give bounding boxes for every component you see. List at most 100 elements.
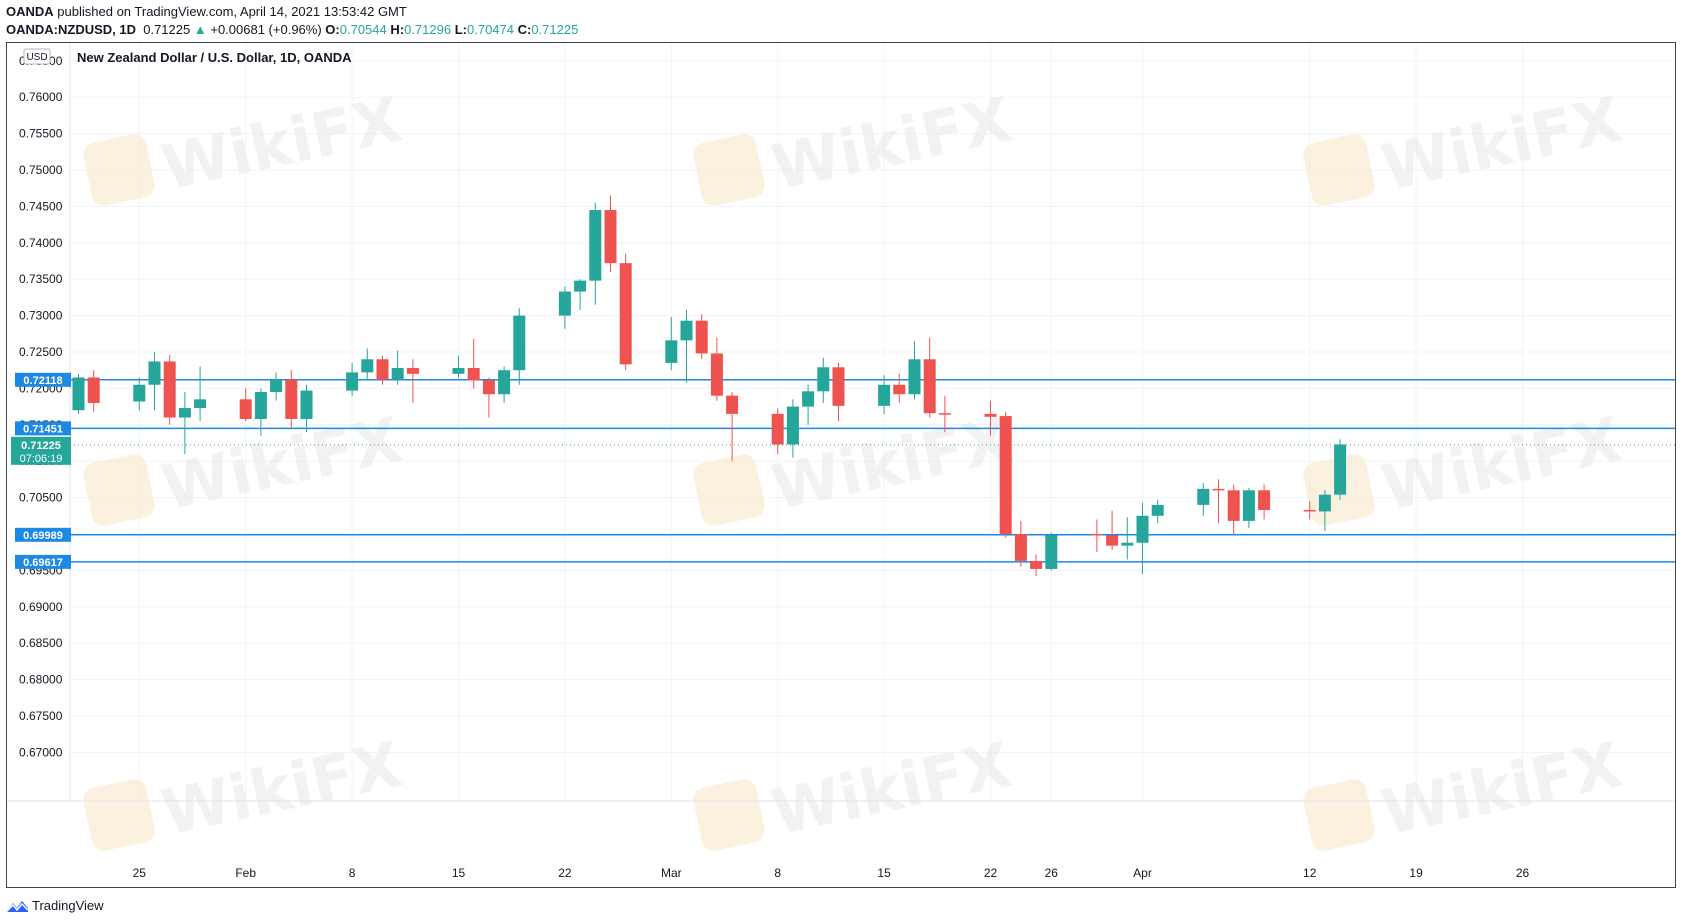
candle-body xyxy=(1303,509,1316,512)
candle[interactable] xyxy=(984,400,997,436)
candle[interactable] xyxy=(148,352,161,411)
y-tick-label: 0.75500 xyxy=(19,127,63,141)
watermark-text: WikiFX xyxy=(765,403,1017,525)
candle[interactable] xyxy=(72,373,85,414)
candle-body xyxy=(726,395,739,414)
candle[interactable] xyxy=(786,399,799,458)
candle[interactable] xyxy=(376,355,389,385)
candle[interactable] xyxy=(1334,439,1347,500)
candle[interactable] xyxy=(406,359,419,403)
candle[interactable] xyxy=(726,392,739,462)
candle[interactable] xyxy=(467,338,480,389)
candle[interactable] xyxy=(498,366,511,403)
candle[interactable] xyxy=(1090,519,1103,553)
candle[interactable] xyxy=(574,279,587,310)
candle[interactable] xyxy=(604,195,617,272)
candle[interactable] xyxy=(482,377,495,418)
candle[interactable] xyxy=(1212,479,1225,524)
candle[interactable] xyxy=(695,314,708,360)
candle[interactable] xyxy=(665,317,678,371)
candle[interactable] xyxy=(361,348,374,379)
candle[interactable] xyxy=(1318,490,1331,532)
wikifx-watermark: WikiFX xyxy=(1303,403,1628,526)
open-label: O: xyxy=(325,22,340,37)
line-price-tag xyxy=(15,554,71,569)
candle[interactable] xyxy=(680,309,693,383)
candle[interactable] xyxy=(558,286,571,329)
candle[interactable] xyxy=(893,373,906,403)
candle-body xyxy=(680,320,693,341)
candlestick-chart[interactable]: WikiFX WikiFX WikiFX WikiFX WikiFX WikiFX Wiki… xyxy=(7,43,1675,887)
wikifx-watermark: WikiFX xyxy=(693,728,1018,851)
candle[interactable] xyxy=(1045,532,1058,571)
candle[interactable] xyxy=(1014,520,1027,567)
watermark-text: WikiFX xyxy=(1375,728,1627,850)
candle[interactable] xyxy=(923,337,936,418)
candle-body xyxy=(619,263,632,365)
y-tick-label: 0.73500 xyxy=(19,272,63,286)
candle-body xyxy=(72,377,85,411)
candle[interactable] xyxy=(1242,488,1255,529)
candle[interactable] xyxy=(239,388,252,422)
currency-badge[interactable]: USD xyxy=(23,48,51,65)
candle[interactable] xyxy=(619,253,632,371)
line-price-tag xyxy=(15,372,71,387)
candle[interactable] xyxy=(771,408,784,454)
y-tick-label: 0.76000 xyxy=(19,90,63,104)
candle[interactable] xyxy=(87,370,100,412)
high-label: H: xyxy=(390,22,405,37)
grid xyxy=(70,43,1675,801)
candle[interactable] xyxy=(163,354,176,425)
candle[interactable] xyxy=(1258,484,1271,520)
candle[interactable] xyxy=(1106,510,1119,551)
x-tick-label: 8 xyxy=(774,866,781,880)
change-value: +0.00681 (+0.96%) xyxy=(210,22,322,37)
candle[interactable] xyxy=(589,202,602,305)
line-price-tag xyxy=(15,527,71,542)
x-tick-label: Mar xyxy=(661,866,682,880)
candle[interactable] xyxy=(1227,484,1240,534)
candle[interactable] xyxy=(710,337,723,401)
candle[interactable] xyxy=(1136,502,1149,575)
candle[interactable] xyxy=(908,341,921,400)
watermark-text: WikiFX xyxy=(155,728,407,850)
candle-body xyxy=(1045,535,1058,569)
line-price-label: 0.69989 xyxy=(23,530,63,542)
candle[interactable] xyxy=(1030,554,1043,577)
publisher-name: OANDA xyxy=(6,4,54,19)
candle[interactable] xyxy=(999,411,1012,538)
candle[interactable] xyxy=(346,362,359,396)
candle-body xyxy=(194,399,207,409)
candle[interactable] xyxy=(832,362,845,422)
candle[interactable] xyxy=(878,375,891,414)
candle[interactable] xyxy=(817,357,830,403)
candle[interactable] xyxy=(178,392,191,454)
candle-body xyxy=(391,368,404,380)
candle[interactable] xyxy=(194,366,207,422)
candle[interactable] xyxy=(1197,483,1210,516)
candle[interactable] xyxy=(452,355,465,378)
candle[interactable] xyxy=(1121,517,1134,560)
candle-body xyxy=(346,372,359,391)
footer-brand[interactable]: TradingView xyxy=(6,898,104,913)
candle-body xyxy=(482,380,495,395)
candle[interactable] xyxy=(270,372,283,401)
candle-body xyxy=(984,413,997,417)
candle-body xyxy=(254,392,267,419)
candle[interactable] xyxy=(254,388,267,436)
candle[interactable] xyxy=(300,384,313,433)
last-price-tag xyxy=(11,436,71,465)
candle-body xyxy=(1136,515,1149,543)
y-tick-label: 0.68500 xyxy=(19,636,63,650)
candle[interactable] xyxy=(938,395,951,433)
publish-info: OANDA published on TradingView.com, Apri… xyxy=(6,4,407,19)
candle[interactable] xyxy=(133,377,146,411)
chart-panel[interactable]: WikiFX WikiFX WikiFX WikiFX WikiFX WikiFX Wiki… xyxy=(6,42,1676,888)
candle[interactable] xyxy=(391,350,404,385)
candle[interactable] xyxy=(1303,501,1316,520)
candle-body xyxy=(1121,542,1134,546)
candle[interactable] xyxy=(285,370,298,429)
candle[interactable] xyxy=(513,308,526,385)
candle[interactable] xyxy=(1151,499,1164,524)
candle[interactable] xyxy=(802,384,815,425)
